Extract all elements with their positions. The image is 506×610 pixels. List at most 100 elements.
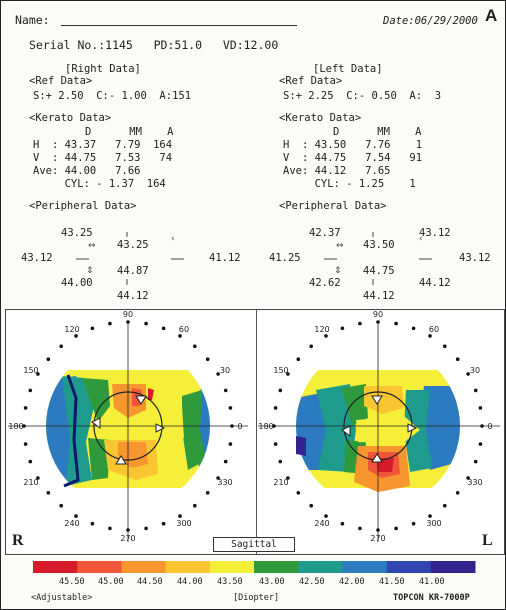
- scale-label: 43.00: [259, 577, 285, 587]
- ring-dot: [278, 388, 283, 393]
- ring-dot: [228, 406, 233, 410]
- ring-dot: [230, 424, 234, 428]
- angle-label: 0: [487, 422, 492, 431]
- ring-dot: [23, 442, 28, 446]
- ring-dot: [59, 503, 63, 508]
- ring-dot: [36, 476, 40, 480]
- peripheral-marks: ⇔ ⇕ ⇔ ⇕ ‹ ‹: [76, 232, 432, 285]
- svg-text:⇔: ⇔: [88, 241, 96, 251]
- ring-dot: [36, 372, 40, 376]
- ring-dot: [205, 491, 210, 495]
- left-periph-bottom-left: 42.62: [309, 277, 341, 289]
- right-periph-center-bottom: 44.87: [117, 265, 149, 277]
- angle-label: 300: [176, 519, 191, 528]
- right-peripheral-title: <Peripheral Data>: [29, 200, 137, 212]
- ring-dot: [358, 526, 362, 531]
- serial-line: Serial No.:1145 PD:51.0 VD:12.00: [29, 38, 279, 52]
- scale-label: 44.00: [177, 577, 203, 587]
- ring-dot: [273, 406, 278, 410]
- left-data-title: [Left Data]: [313, 63, 383, 75]
- right-cyl-row: CYL: - 1.37 164: [33, 178, 166, 190]
- adjustable-label: <Adjustable>: [31, 593, 93, 603]
- angle-label: 180: [8, 422, 23, 431]
- angle-label: 120: [314, 325, 329, 334]
- ring-dot: [108, 321, 112, 326]
- left-periph-top-center: 43.50: [363, 239, 395, 251]
- ring-dot: [278, 459, 283, 464]
- ring-dot: [223, 388, 228, 393]
- left-ring-dots: [272, 320, 484, 532]
- scale-swatch: [254, 561, 299, 573]
- ring-dot: [90, 521, 95, 526]
- right-periph-bottom-left: 44.00: [61, 277, 93, 289]
- ring-dot: [443, 503, 447, 508]
- ring-dot: [455, 491, 460, 495]
- ring-dot: [59, 344, 63, 349]
- ring-dot: [309, 503, 314, 508]
- ring-dot: [22, 424, 26, 428]
- ring-dot: [324, 334, 328, 338]
- angle-label: 270: [120, 534, 135, 543]
- angle-label: 180: [258, 422, 273, 431]
- angle-label: 150: [23, 366, 38, 375]
- ring-dot: [376, 528, 380, 532]
- left-periph-bottom: 44.12: [363, 290, 395, 302]
- scale-swatch: [33, 561, 78, 573]
- angle-label: 330: [217, 478, 232, 487]
- scale-label: 45.00: [98, 577, 124, 587]
- ring-dot: [178, 334, 182, 338]
- ring-dot: [340, 521, 345, 526]
- scale-swatch: [386, 561, 432, 573]
- left-kerato-row: H : 43.50 7.76 1: [283, 139, 423, 151]
- topography-maps-panel: 90 60 30 0 330 300 270 240 210 180 150 120 90 60 30 0 3…: [5, 309, 505, 555]
- angle-label: 60: [429, 325, 439, 334]
- left-kerato-row: V : 44.75 7.54 91: [283, 152, 423, 164]
- left-periph-right: 43.12: [459, 252, 491, 264]
- angle-label: 60: [179, 325, 189, 334]
- ring-dot: [309, 344, 314, 349]
- svg-text:‹: ‹: [419, 234, 423, 244]
- right-kerato-row: V : 44.75 7.53 74: [33, 152, 173, 164]
- ring-dot: [473, 459, 478, 464]
- right-kerato-row: Ave: 44.00 7.66: [33, 165, 141, 177]
- ring-dot: [90, 326, 95, 331]
- ring-dot: [46, 357, 51, 361]
- ring-dot: [74, 514, 78, 518]
- right-periph-right: 41.12: [209, 252, 241, 264]
- ring-dot: [178, 514, 182, 518]
- left-ref-title: <Ref Data>: [279, 75, 343, 87]
- ring-dot: [272, 424, 276, 428]
- right-ring-dots: [22, 320, 234, 532]
- left-edge-patch: [296, 436, 306, 456]
- map-mode-button[interactable]: Sagittal: [213, 537, 295, 552]
- ring-dot: [126, 320, 130, 324]
- right-ref-title: <Ref Data>: [29, 75, 93, 87]
- ring-dot: [286, 476, 290, 480]
- ring-dot: [23, 406, 28, 410]
- right-periph-bottom: 44.12: [117, 290, 149, 302]
- ring-dot: [216, 372, 220, 376]
- ring-dot: [108, 526, 112, 531]
- right-data-title: [Right Data]: [65, 63, 141, 75]
- angle-label: 210: [273, 478, 288, 487]
- ring-dot: [126, 528, 130, 532]
- scale-label: 43.50: [217, 577, 243, 587]
- left-periph-bottom-right: 44.12: [419, 277, 451, 289]
- device-label: TOPCON KR-7000P: [393, 593, 470, 603]
- svg-text:⇕: ⇕: [86, 266, 94, 276]
- ring-dot: [340, 326, 345, 331]
- left-cyl-row: CYL: - 1.25 1: [283, 178, 416, 190]
- left-eye-label: L: [482, 532, 493, 549]
- scale-label: 42.50: [299, 577, 325, 587]
- left-periph-top-left: 42.37: [309, 227, 341, 239]
- left-peripheral-title: <Peripheral Data>: [279, 200, 387, 212]
- scale-label: 41.00: [419, 577, 445, 587]
- angle-label: 120: [64, 325, 79, 334]
- scale-label: 44.50: [137, 577, 163, 587]
- ring-dot: [205, 357, 210, 361]
- scale-swatch: [430, 561, 476, 573]
- ring-dot: [296, 491, 301, 495]
